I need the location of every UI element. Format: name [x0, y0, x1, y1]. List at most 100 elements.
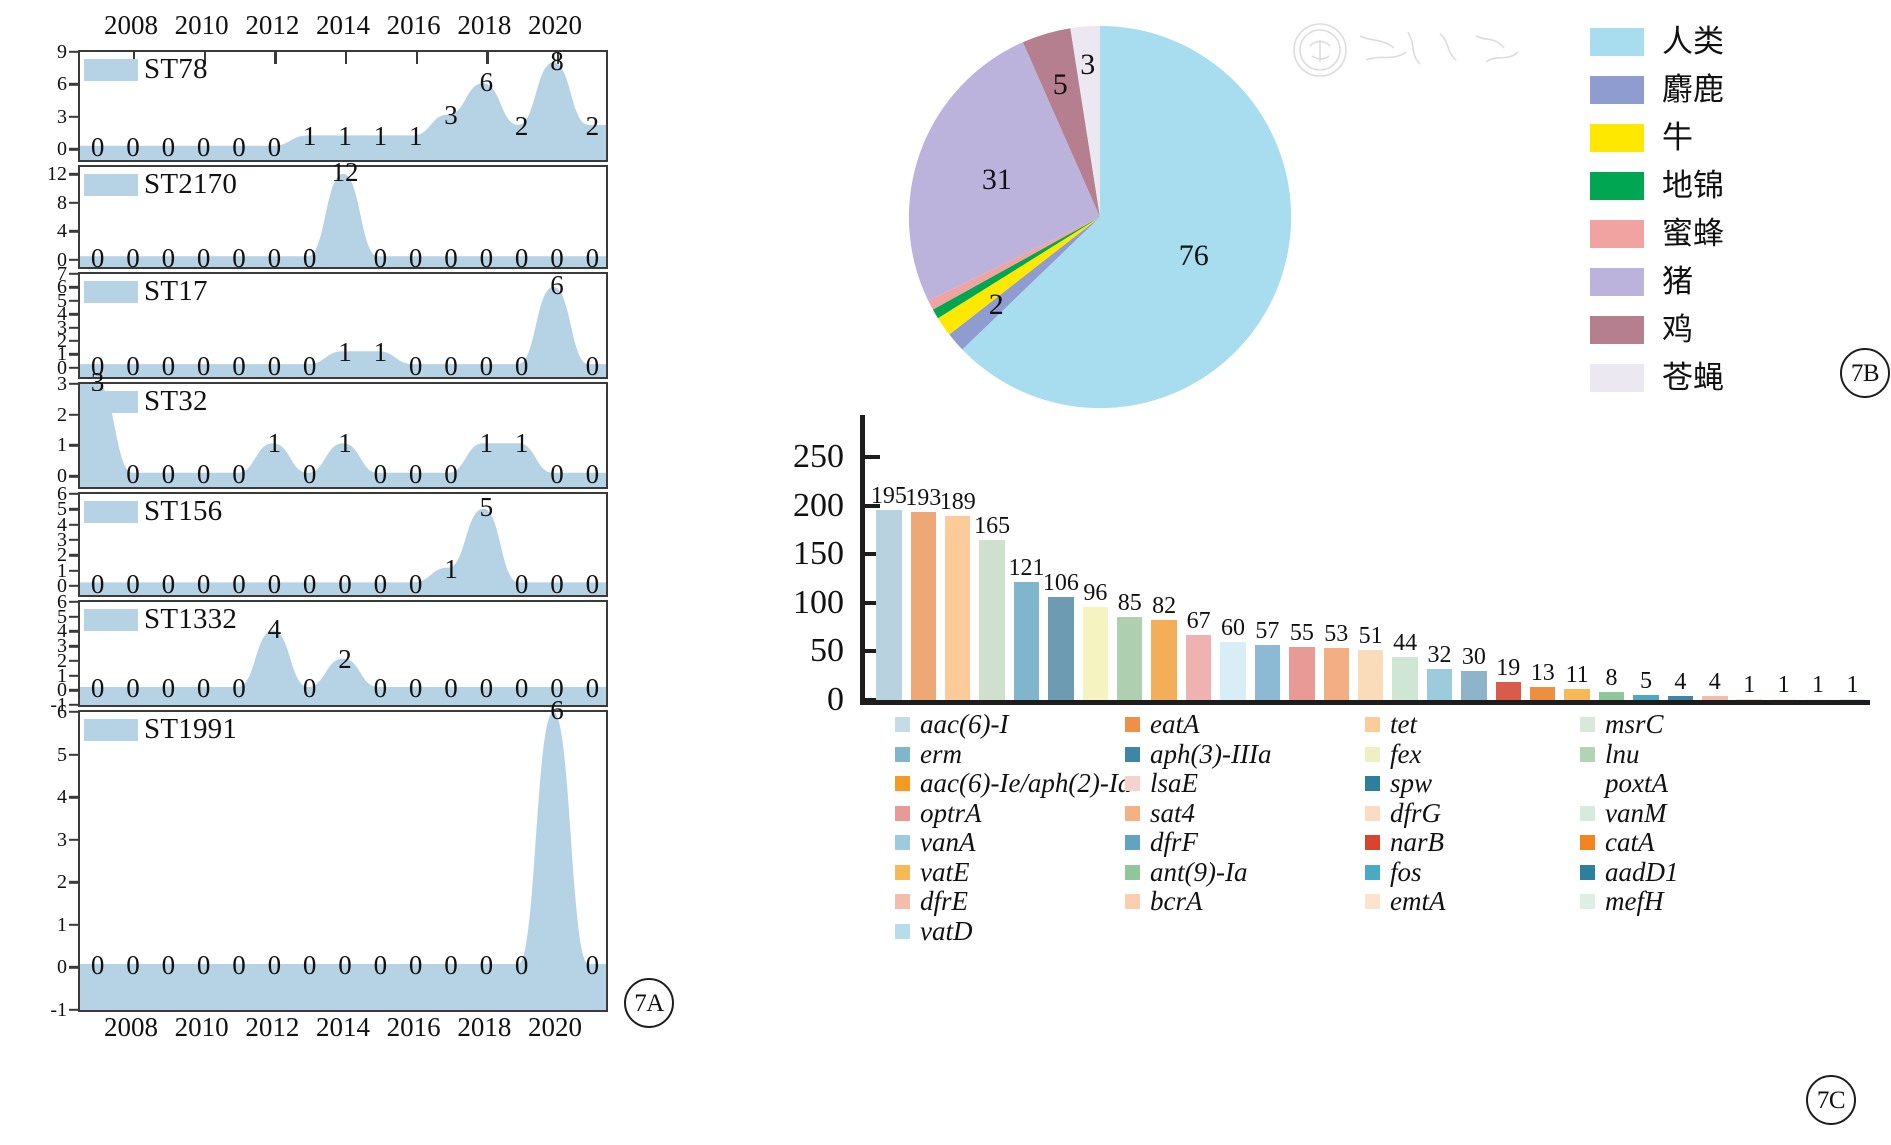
y-tick-label: 4 [57, 513, 67, 536]
data-value-label: 0 [479, 673, 494, 704]
gene-legend-swatch [895, 805, 910, 821]
data-value-label: 0 [479, 350, 494, 381]
data-value-label: 0 [408, 242, 423, 273]
gene-legend-item[interactable]: poxtA [1580, 769, 1780, 799]
pie-legend-item[interactable]: 鸡 [1590, 306, 1870, 354]
gene-legend-item[interactable]: dfrG [1365, 799, 1580, 829]
y-tick-label: 3 [57, 528, 67, 551]
legend-swatch [84, 58, 138, 81]
gene-legend-item[interactable]: aph(3)-IIIa [1125, 740, 1365, 770]
gene-legend-swatch [1365, 717, 1380, 733]
gene-legend-swatch [895, 717, 910, 733]
gene-legend-label: mefH [1605, 886, 1664, 917]
gene-legend-item[interactable]: narB [1365, 828, 1580, 858]
bar-y-tick-label: 100 [793, 583, 844, 621]
gene-legend-label: dfrG [1390, 797, 1442, 828]
data-value-label: 0 [196, 350, 211, 381]
pie-legend-item[interactable]: 苍蝇 [1590, 354, 1870, 402]
gene-legend-item[interactable]: dfrE [895, 887, 1125, 917]
gene-legend-item[interactable]: optrA [895, 799, 1125, 829]
bar-value-label: 13 [1530, 660, 1555, 687]
gene-legend-item[interactable]: mefH [1580, 887, 1780, 917]
data-value-label: 0 [408, 459, 423, 490]
gene-legend-item[interactable]: spw [1365, 769, 1580, 799]
subplot-title: ST78 [144, 53, 208, 85]
gene-legend-item[interactable]: aadD1 [1580, 858, 1780, 888]
bar-y-tick-label: 150 [793, 535, 844, 573]
gene-legend-item[interactable]: dfrF [1125, 828, 1365, 858]
year-label-2010: 2010 [174, 10, 229, 40]
gene-legend-label: catA [1605, 827, 1655, 858]
gene-legend-item[interactable]: ant(9)-Ia [1125, 858, 1365, 888]
pie-slice-label: 2 [988, 287, 1004, 321]
gene-legend-item[interactable]: aac(6)-I [895, 710, 1125, 740]
pie-legend-item[interactable]: 猪 [1590, 258, 1870, 306]
gene-legend-column-2: eatA aph(3)-IIIa lsaE sat4 dfrF ant(9)-Ia bcrA [1125, 710, 1365, 946]
y-tick-label: 4 [57, 220, 67, 243]
y-tick-mark [69, 630, 80, 633]
gene-legend-item[interactable]: vatE [895, 858, 1125, 888]
gene-legend-item[interactable]: msrC [1580, 710, 1780, 740]
data-value-label: 0 [444, 950, 458, 981]
year-label-2012: 2012 [245, 10, 300, 40]
pie-legend-item[interactable]: 蜜蜂 [1590, 210, 1870, 258]
data-value-label: 0 [267, 568, 282, 599]
gene-legend-item[interactable]: erm [895, 740, 1125, 770]
gene-legend-label: spw [1390, 768, 1433, 799]
gene-legend-swatch [1125, 894, 1140, 910]
data-value-label: 6 [550, 695, 564, 725]
data-value-label: 0 [196, 950, 211, 981]
subplot-legend-st156: ST156 [84, 497, 222, 526]
gene-legend-item[interactable]: tet [1365, 710, 1580, 740]
gene-legend-swatch [1125, 864, 1140, 880]
gene-legend-swatch [1125, 746, 1140, 762]
year-label-2018: 2018 [457, 1012, 512, 1042]
gene-legend-swatch [895, 776, 910, 792]
gene-legend-item[interactable]: catA [1580, 828, 1780, 858]
y-tick-mark [69, 600, 80, 604]
gene-legend-swatch [1365, 746, 1380, 762]
bar-y-tick-label: 0 [827, 681, 844, 718]
y-axis-st1332: -1 0 1 2 3 4 5 6 [6, 592, 80, 715]
gene-legend-item[interactable]: lsaE [1125, 769, 1365, 799]
data-value-label: 0 [196, 132, 211, 163]
pie-slice [1070, 25, 1100, 218]
bar-value-label: 4 [1708, 669, 1721, 696]
bar [1495, 681, 1522, 700]
gene-legend-item[interactable]: lnu [1580, 740, 1780, 770]
gene-legend-item[interactable]: sat4 [1125, 799, 1365, 829]
y-tick-mark [69, 710, 80, 714]
gene-legend-item[interactable]: vanA [895, 828, 1125, 858]
gene-legend-item[interactable]: aac(6)-Ie/aph(2)-Ia [895, 769, 1131, 799]
area-plot-st156 [80, 494, 606, 595]
gene-legend-item[interactable]: emtA [1365, 887, 1580, 917]
year-label-2008: 2008 [104, 1012, 158, 1042]
data-value-label: 0 [373, 459, 388, 490]
gene-legend-item[interactable]: bcrA [1125, 887, 1365, 917]
data-value-label: 0 [373, 242, 388, 273]
y-tick-label: 6 [57, 73, 67, 96]
gene-legend-item[interactable]: eatA [1125, 710, 1365, 740]
pie-legend-item[interactable]: 牛 [1590, 114, 1870, 162]
pie-legend-item[interactable]: 麝鹿 [1590, 66, 1870, 114]
gene-legend-item[interactable]: fex [1365, 740, 1580, 770]
data-value-label: 6 [479, 67, 494, 98]
y-tick-label: 6 [57, 483, 67, 505]
y-tick-label: 5 [57, 605, 67, 628]
bar-value-label: 121 [1008, 555, 1045, 582]
data-value-label: 0 [585, 673, 600, 704]
pie-legend-item[interactable]: 人类 [1590, 18, 1870, 66]
gene-legend-item[interactable]: fos [1365, 858, 1580, 888]
data-value-label: 4 [267, 614, 282, 645]
gene-legend-item[interactable]: vatD [895, 917, 1125, 947]
gene-legend-item[interactable]: vanM [1580, 799, 1780, 829]
year-label-2014: 2014 [316, 1012, 370, 1042]
bar [1185, 634, 1212, 700]
bar-value-label: 67 [1186, 607, 1211, 634]
pie-legend-item[interactable]: 地锦 [1590, 162, 1870, 210]
pie-slice [949, 217, 1100, 350]
gene-legend-label: vanM [1605, 797, 1667, 828]
bar [1392, 657, 1418, 700]
y-tick-label: 3 [57, 105, 67, 128]
pie-legend-swatch [1590, 172, 1644, 200]
